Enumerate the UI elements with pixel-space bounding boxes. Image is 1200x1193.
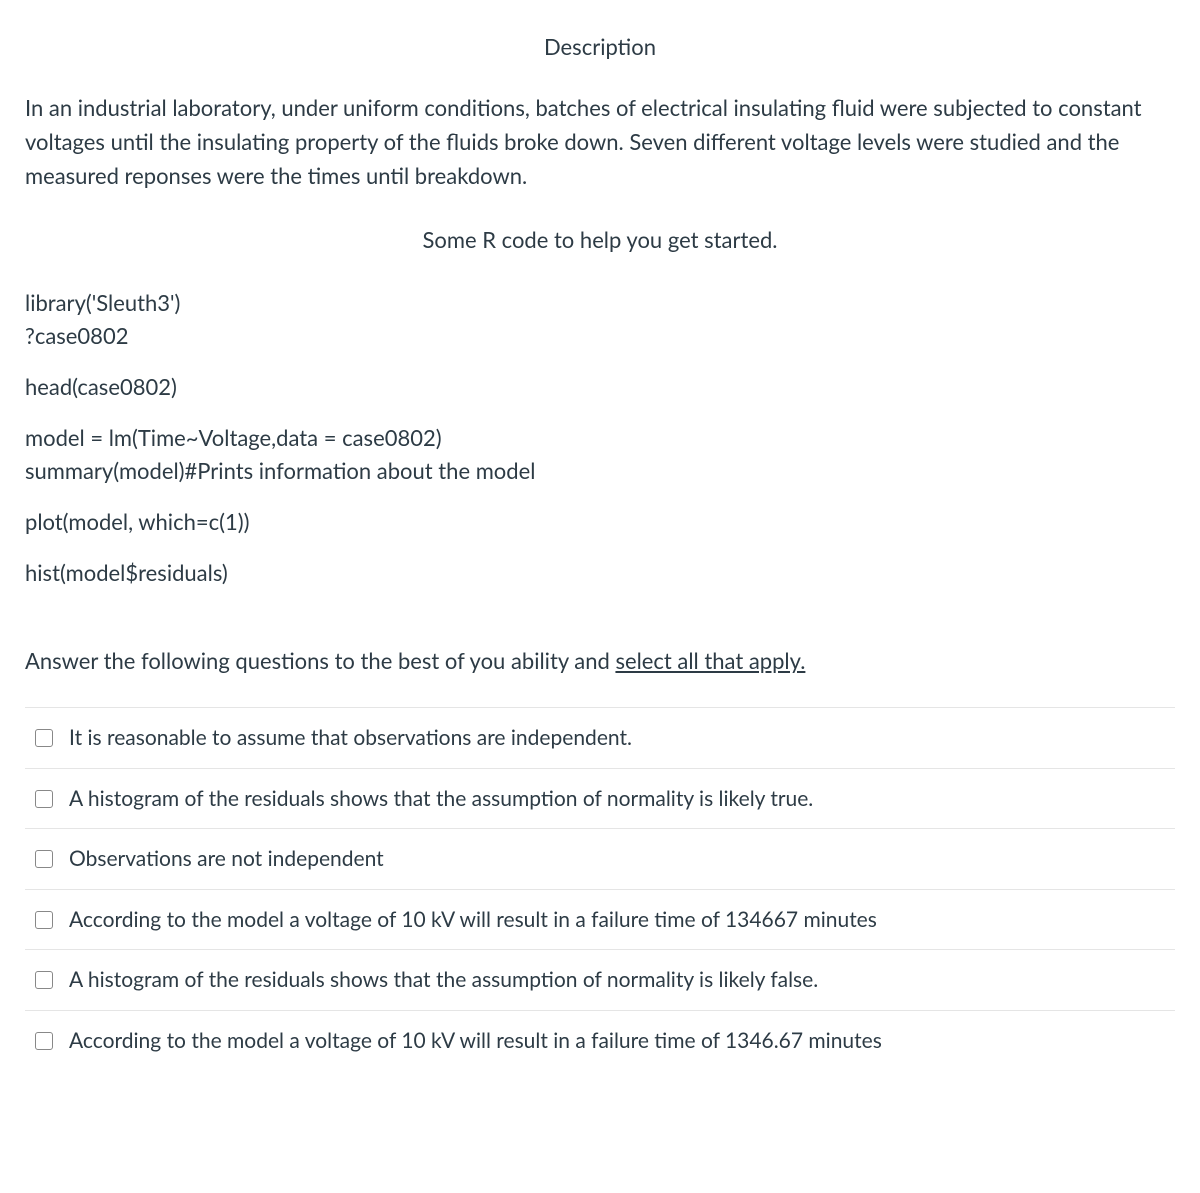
option-row[interactable]: According to the model a voltage of 10 k… <box>25 1011 1175 1071</box>
code-block-1: library('Sleuth3') ?case0802 <box>25 286 1175 352</box>
code-block-5: hist(model$residuals) <box>25 556 1175 589</box>
option-row[interactable]: It is reasonable to assume that observat… <box>25 708 1175 769</box>
option-row[interactable]: A histogram of the residuals shows that … <box>25 769 1175 830</box>
code-line: hist(model$residuals) <box>25 556 1175 589</box>
r-code-subtitle: Some R code to help you get started. <box>25 223 1175 256</box>
code-line: head(case0802) <box>25 370 1175 403</box>
question-prompt: Answer the following questions to the be… <box>25 644 1175 677</box>
checkbox[interactable] <box>35 1032 53 1050</box>
option-label: According to the model a voltage of 10 k… <box>69 904 877 936</box>
option-label: A histogram of the residuals shows that … <box>69 783 813 815</box>
code-block-4: plot(model, which=c(1)) <box>25 505 1175 538</box>
option-label: It is reasonable to assume that observat… <box>69 722 632 754</box>
option-label: According to the model a voltage of 10 k… <box>69 1025 882 1057</box>
option-label: Observations are not independent <box>69 843 384 875</box>
checkbox[interactable] <box>35 971 53 989</box>
code-block-3: model = lm(Time~Voltage,data = case0802)… <box>25 421 1175 487</box>
code-block-2: head(case0802) <box>25 370 1175 403</box>
question-prefix: Answer the following questions to the be… <box>25 647 615 674</box>
option-row[interactable]: A histogram of the residuals shows that … <box>25 950 1175 1011</box>
options-list: It is reasonable to assume that observat… <box>25 707 1175 1070</box>
code-line: library('Sleuth3') <box>25 286 1175 319</box>
option-label: A histogram of the residuals shows that … <box>69 964 818 996</box>
code-line: summary(model)#Prints information about … <box>25 454 1175 487</box>
question-underlined: select all that apply. <box>615 647 805 674</box>
checkbox[interactable] <box>35 790 53 808</box>
code-line: plot(model, which=c(1)) <box>25 505 1175 538</box>
code-line: model = lm(Time~Voltage,data = case0802) <box>25 421 1175 454</box>
option-row[interactable]: Observations are not independent <box>25 829 1175 890</box>
checkbox[interactable] <box>35 729 53 747</box>
option-row[interactable]: According to the model a voltage of 10 k… <box>25 890 1175 951</box>
description-paragraph: In an industrial laboratory, under unifo… <box>25 91 1175 193</box>
code-line: ?case0802 <box>25 319 1175 352</box>
checkbox[interactable] <box>35 850 53 868</box>
description-title: Description <box>25 30 1175 63</box>
checkbox[interactable] <box>35 911 53 929</box>
